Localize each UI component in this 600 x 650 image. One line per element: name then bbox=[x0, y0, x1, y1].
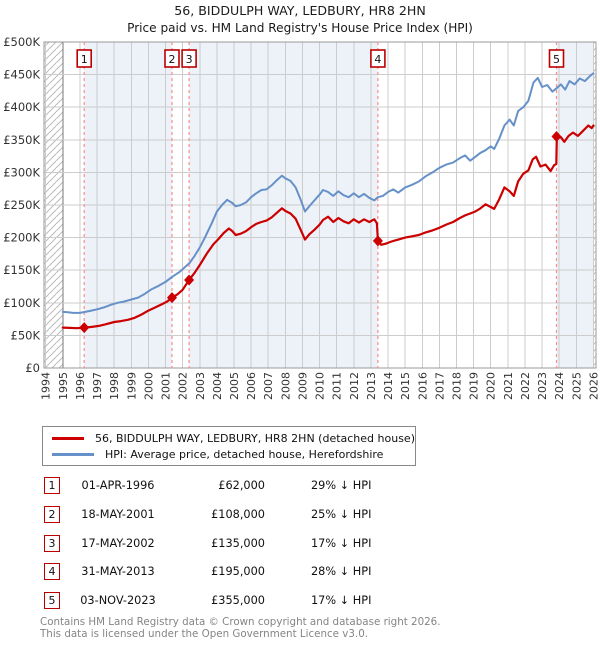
row-number-badge: 4 bbox=[44, 563, 60, 581]
svg-text:1996: 1996 bbox=[74, 372, 87, 400]
footer-attribution: Contains HM Land Registry data © Crown c… bbox=[40, 616, 600, 640]
legend-label: 56, BIDDULPH WAY, LEDBURY, HR8 2HN (deta… bbox=[95, 431, 415, 445]
svg-text:2004: 2004 bbox=[211, 372, 224, 400]
sale-price: £195,000 bbox=[211, 565, 265, 579]
svg-text:2024: 2024 bbox=[553, 372, 566, 400]
svg-text:2025: 2025 bbox=[570, 372, 583, 400]
svg-text:2026: 2026 bbox=[587, 372, 600, 400]
svg-text:2013: 2013 bbox=[365, 372, 378, 400]
legend-item-hpi: HPI: Average price, detached house, Here… bbox=[43, 446, 415, 462]
row-number-badge: 5 bbox=[44, 592, 60, 610]
svg-text:2023: 2023 bbox=[536, 372, 549, 400]
svg-text:2003: 2003 bbox=[194, 372, 207, 400]
svg-text:£500K: £500K bbox=[3, 35, 40, 49]
row-number-badge: 1 bbox=[44, 477, 60, 494]
svg-text:2019: 2019 bbox=[468, 372, 481, 400]
svg-text:1994: 1994 bbox=[40, 372, 53, 400]
svg-text:2009: 2009 bbox=[297, 372, 310, 400]
page-title: 56, BIDDULPH WAY, LEDBURY, HR8 2HN bbox=[174, 3, 426, 18]
x-axis-labels: 1994 1995 1996 1997 1998 1999 2000 2001 2002 2003… bbox=[40, 372, 600, 400]
legend-swatch bbox=[52, 436, 84, 440]
sale-event-lines bbox=[83, 42, 558, 368]
sale-date: 01-APR-1996 bbox=[81, 479, 155, 492]
svg-text:2018: 2018 bbox=[451, 372, 464, 400]
sale-date: 03-NOV-2023 bbox=[80, 594, 156, 608]
transaction-row: 2 18-MAY-2001 £108,000 25% ↓ HPI bbox=[0, 505, 600, 525]
svg-text:2002: 2002 bbox=[177, 372, 190, 400]
sale-hpi-diff: 17% ↓ HPI bbox=[311, 594, 372, 608]
sale-hpi-diff: 25% ↓ HPI bbox=[311, 507, 372, 521]
svg-text:£150K: £150K bbox=[3, 263, 40, 277]
transaction-row: 5 03-NOV-2023 £355,000 17% ↓ HPI bbox=[0, 592, 600, 611]
svg-text:£350K: £350K bbox=[3, 133, 40, 147]
sale-date: 17-MAY-2002 bbox=[81, 536, 155, 550]
svg-text:1: 1 bbox=[81, 53, 88, 66]
sale-hpi-diff: 17% ↓ HPI bbox=[311, 536, 372, 550]
svg-text:1995: 1995 bbox=[57, 372, 70, 400]
svg-text:2008: 2008 bbox=[279, 372, 292, 400]
price-chart-svg: 1 2 3 4 5£0£50K£100K£150K£200K£250K£300K£350… bbox=[3, 35, 600, 400]
svg-text:2015: 2015 bbox=[399, 372, 412, 400]
legend-label: HPI: Average price, detached house, Here… bbox=[105, 447, 384, 461]
transaction-row: 4 31-MAY-2013 £195,000 28% ↓ HPI bbox=[0, 563, 600, 582]
price-chart: 1 2 3 4 5 £0 £50K £100K £150K £200K £250K £300K £350… bbox=[3, 35, 600, 400]
svg-text:£50K: £50K bbox=[11, 328, 41, 342]
svg-text:1998: 1998 bbox=[108, 372, 121, 400]
svg-text:2007: 2007 bbox=[262, 372, 275, 400]
svg-text:1999: 1999 bbox=[125, 372, 138, 400]
svg-text:£300K: £300K bbox=[3, 165, 40, 179]
svg-text:£250K: £250K bbox=[3, 198, 40, 212]
svg-text:2006: 2006 bbox=[245, 372, 258, 400]
svg-text:2: 2 bbox=[169, 53, 176, 66]
sale-hpi-diff: 29% ↓ HPI bbox=[311, 479, 372, 492]
svg-text:2012: 2012 bbox=[348, 372, 361, 400]
sale-date: 31-MAY-2013 bbox=[81, 565, 155, 579]
page-subtitle: Price paid vs. HM Land Registry's House … bbox=[127, 20, 473, 35]
svg-text:2001: 2001 bbox=[160, 372, 173, 400]
footer-line2: This data is licensed under the Open Gov… bbox=[40, 627, 369, 640]
sale-markers bbox=[79, 131, 562, 334]
svg-text:2014: 2014 bbox=[382, 372, 395, 400]
legend: 56, BIDDULPH WAY, LEDBURY, HR8 2HN (deta… bbox=[42, 426, 416, 466]
svg-text:£100K: £100K bbox=[3, 296, 40, 310]
sale-price: £62,000 bbox=[218, 479, 265, 492]
svg-text:2016: 2016 bbox=[416, 372, 429, 400]
svg-text:5: 5 bbox=[553, 53, 560, 66]
transaction-row: 1 01-APR-1996 £62,000 29% ↓ HPI bbox=[0, 477, 600, 496]
legend-swatch bbox=[52, 452, 94, 456]
sale-price: £135,000 bbox=[211, 536, 265, 550]
svg-text:3: 3 bbox=[186, 53, 193, 66]
transaction-row: 3 17-MAY-2002 £135,000 17% ↓ HPI bbox=[0, 534, 600, 554]
y-axis-labels: £0 £50K £100K £150K £200K £250K £300K £350K £400… bbox=[3, 35, 40, 375]
svg-text:2011: 2011 bbox=[331, 372, 344, 400]
sale-hpi-diff: 28% ↓ HPI bbox=[311, 565, 372, 579]
svg-text:2021: 2021 bbox=[502, 372, 515, 400]
sale-date: 18-MAY-2001 bbox=[81, 507, 155, 521]
sale-price: £108,000 bbox=[211, 507, 265, 521]
svg-text:£400K: £400K bbox=[3, 100, 40, 114]
svg-text:2017: 2017 bbox=[433, 372, 446, 400]
price-paid-line bbox=[61, 124, 595, 330]
svg-text:2005: 2005 bbox=[228, 372, 241, 400]
sale-price: £355,000 bbox=[211, 594, 265, 608]
svg-text:2022: 2022 bbox=[519, 372, 532, 400]
hpi-line bbox=[61, 72, 595, 314]
svg-text:2000: 2000 bbox=[142, 372, 155, 400]
footer-line1: Contains HM Land Registry data © Crown c… bbox=[40, 616, 441, 628]
svg-text:2010: 2010 bbox=[314, 372, 327, 400]
plot-frame bbox=[43, 41, 597, 369]
row-number-badge: 2 bbox=[44, 505, 60, 523]
svg-text:£200K: £200K bbox=[3, 231, 40, 245]
svg-text:2020: 2020 bbox=[485, 372, 498, 400]
svg-text:£450K: £450K bbox=[3, 68, 40, 82]
svg-text:4: 4 bbox=[374, 53, 381, 66]
svg-text:£0: £0 bbox=[25, 361, 40, 375]
legend-item-price-paid: 56, BIDDULPH WAY, LEDBURY, HR8 2HN (deta… bbox=[43, 430, 415, 446]
svg-text:1997: 1997 bbox=[91, 372, 104, 400]
row-number-badge: 3 bbox=[44, 534, 60, 552]
